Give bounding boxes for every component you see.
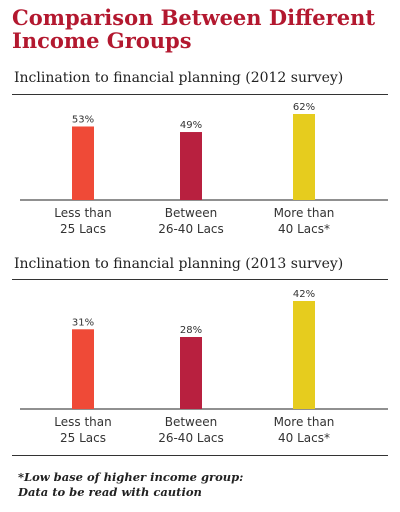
category-label-1-line-1: Less than (54, 415, 111, 429)
footnote-divider (12, 455, 388, 456)
footnote-line-1: *Low base of higher income group: (18, 470, 244, 484)
category-label-3-line-1: More than (274, 415, 335, 429)
category-label-1-line-2: 25 Lacs (60, 431, 106, 445)
category-label-3-line-2: 40 Lacs* (278, 222, 330, 236)
chart-2-divider (12, 279, 388, 280)
chart-2: 31% Less than 25 Lacs 28% Between 26-40 Lacs 4… (20, 289, 388, 445)
category-label-1-line-1: Less than (54, 206, 111, 220)
bar-3 (293, 114, 315, 200)
category-label-2-line-1: Between (165, 415, 218, 429)
category-label-2-line-1: Between (165, 206, 218, 220)
footnote: *Low base of higher income group: Data t… (18, 470, 243, 500)
chart-1: 53% Less than 25 Lacs 49% Between 26-40 Lacs 6… (20, 102, 388, 236)
bar-1 (72, 126, 94, 200)
category-label-2-line-2: 26-40 Lacs (158, 222, 224, 236)
category-label-3-line-1: More than (274, 206, 335, 220)
page-title: Comparison Between Different Income Grou… (12, 5, 376, 53)
bar-value-label-3: 62% (293, 102, 315, 113)
category-label-1-line-2: 25 Lacs (60, 222, 106, 236)
bar-value-label-2: 49% (180, 120, 202, 131)
chart-2-title: Inclination to financial planning (2013 … (14, 256, 344, 272)
chart-1-title: Inclination to financial planning (2012 … (14, 70, 344, 86)
chart-1-divider (12, 94, 388, 95)
bar-3 (293, 301, 315, 409)
category-label-3-line-2: 40 Lacs* (278, 431, 330, 445)
bar-value-label-3: 42% (293, 289, 315, 300)
category-label-2-line-2: 26-40 Lacs (158, 431, 224, 445)
bar-value-label-1: 53% (72, 114, 94, 125)
bar-1 (72, 329, 94, 409)
bar-value-label-2: 28% (180, 325, 202, 336)
bar-2 (180, 337, 202, 409)
footnote-line-2: Data to be read with caution (18, 485, 202, 499)
bar-2 (180, 132, 202, 200)
bar-value-label-1: 31% (72, 317, 94, 328)
